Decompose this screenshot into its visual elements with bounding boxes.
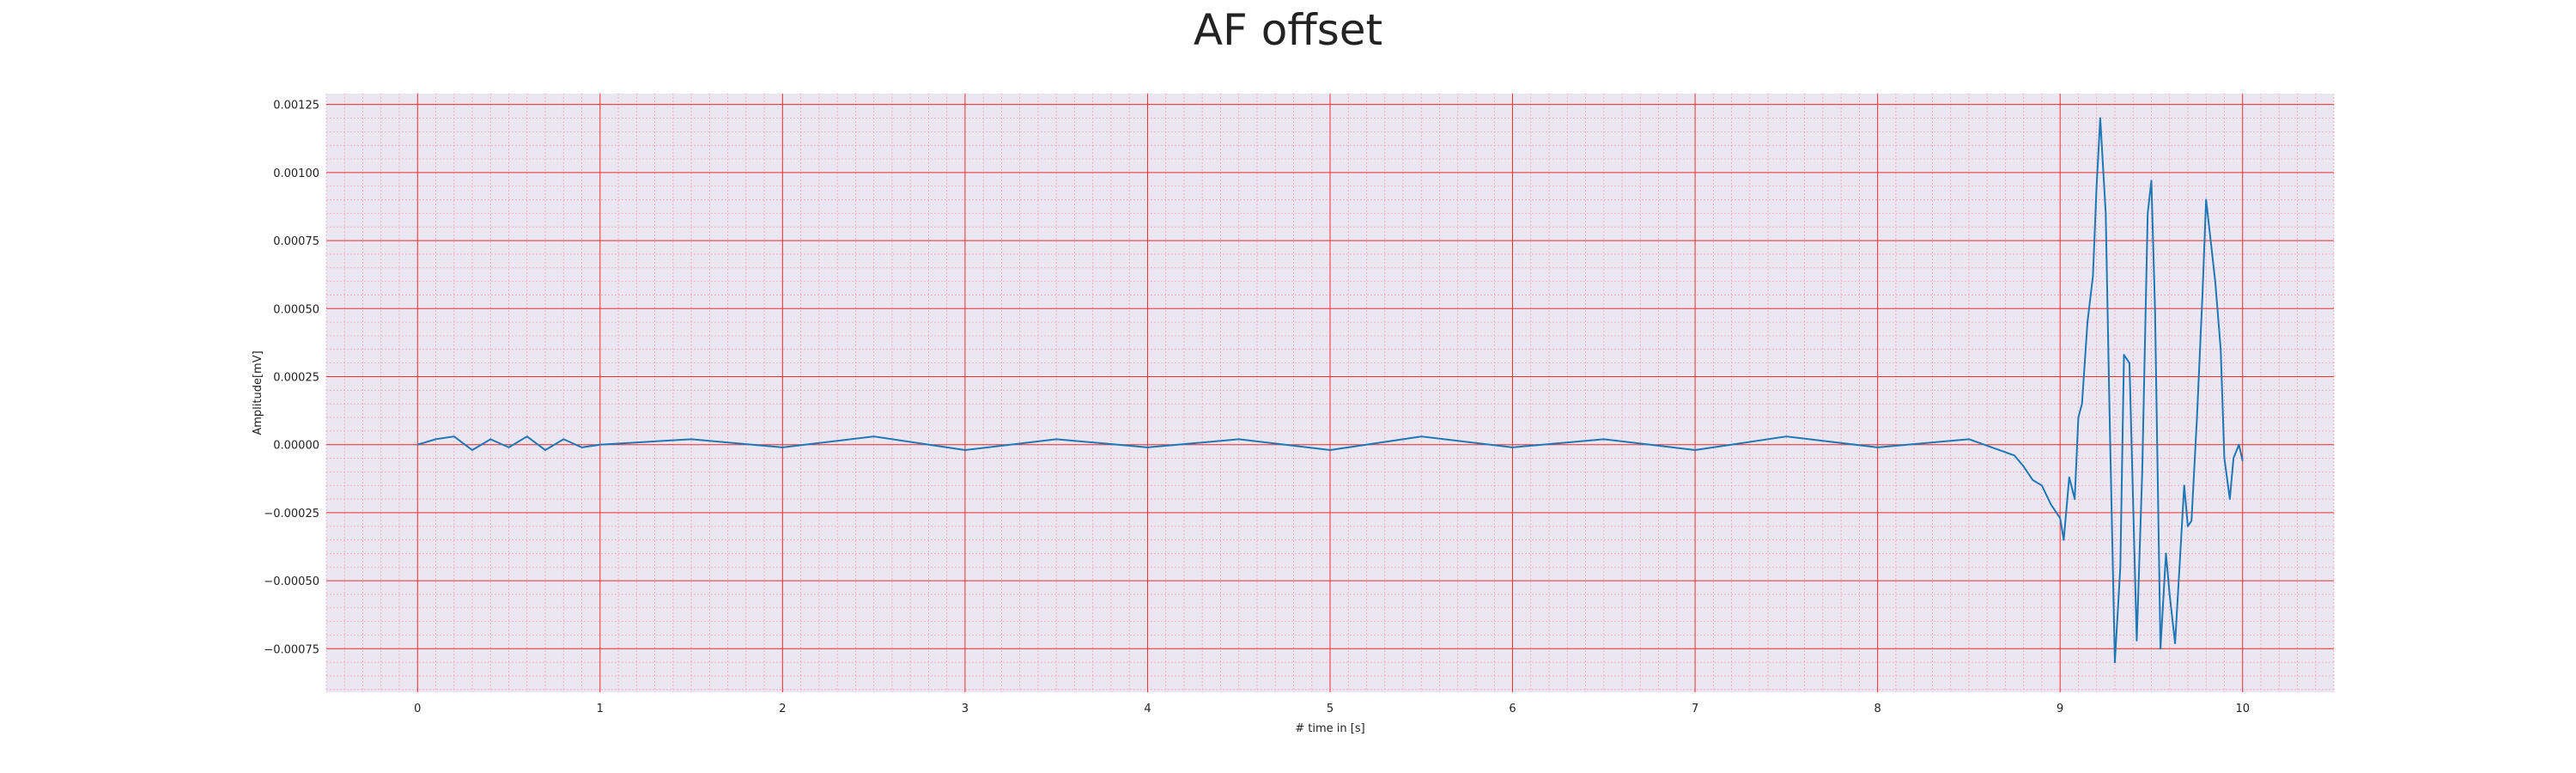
x-tick-label: 8 <box>1874 703 1880 715</box>
y-axis-label: Amplitude[mV] <box>252 350 264 435</box>
x-axis-label: # time in [s] <box>1295 722 1364 735</box>
y-tick-label: 0.00025 <box>273 371 319 384</box>
x-tick-label: 9 <box>2057 703 2063 715</box>
y-tick-label: 0.00000 <box>273 440 319 453</box>
y-tick-label: 0.00050 <box>273 303 319 316</box>
chart-title: AF offset <box>1193 5 1383 55</box>
y-tick-label: 0.00075 <box>273 235 319 248</box>
y-tick-label: 0.00100 <box>273 167 319 180</box>
x-tick-label: 7 <box>1692 703 1698 715</box>
series-line <box>416 117 2244 664</box>
x-tick-label: 6 <box>1509 703 1516 715</box>
x-tick-label: 1 <box>597 703 604 715</box>
y-tick-label: −0.00050 <box>264 575 319 588</box>
x-tick-label: 0 <box>414 703 421 715</box>
x-tick-label: 5 <box>1327 703 1334 715</box>
y-tick-label: −0.00075 <box>264 643 319 656</box>
y-tick-label: 0.00125 <box>273 100 319 113</box>
x-tick-label: 3 <box>962 703 969 715</box>
x-tick-label: 10 <box>2235 703 2250 715</box>
y-tick-label: −0.00025 <box>264 508 319 520</box>
x-tick-label: 4 <box>1144 703 1151 715</box>
x-tick-label: 2 <box>779 703 786 715</box>
